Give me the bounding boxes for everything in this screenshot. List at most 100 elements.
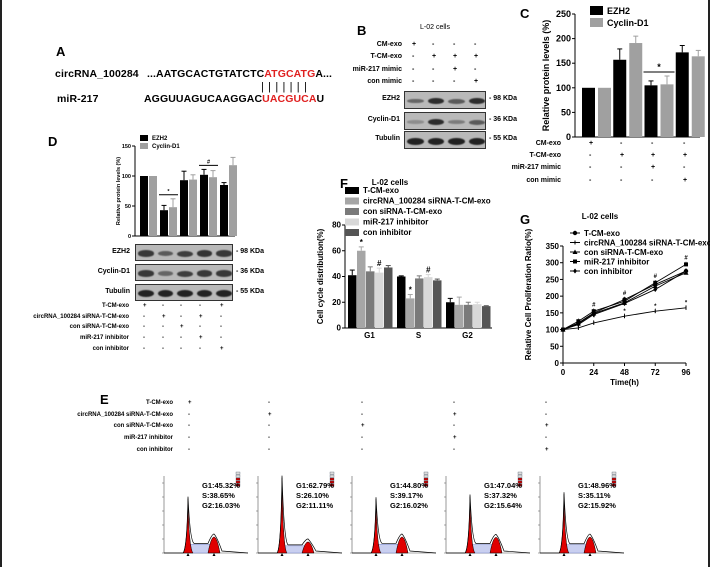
protein-band: [448, 98, 465, 104]
legend-swatch: [590, 6, 603, 15]
g1-percent: G1:47.04%: [484, 481, 522, 490]
panel-d-label: D: [48, 134, 58, 149]
condition-sign: +: [683, 176, 688, 184]
x-axis-label: Time(h): [610, 378, 639, 387]
histogram-legend-swatch: [329, 471, 335, 475]
y-tick-label: 20: [332, 298, 341, 307]
condition-sign: -: [412, 53, 415, 61]
condition-sign: -: [651, 140, 654, 147]
legend-label: con siRNA-T-CM-exo: [584, 248, 663, 257]
protein-band: [468, 119, 485, 125]
bar: [348, 275, 357, 328]
condition-sign: -: [199, 324, 201, 331]
condition-label: T-CM-exo: [102, 303, 129, 309]
condition-sign: +: [220, 303, 224, 309]
condition-sign: -: [453, 77, 456, 85]
condition-sign: -: [361, 446, 363, 453]
legend-swatch: [345, 218, 359, 226]
legend-marker: [572, 230, 578, 236]
bar: [464, 304, 473, 328]
bar: [629, 43, 643, 137]
protein-band: [138, 270, 154, 277]
bar: [169, 207, 177, 236]
y-tick-label: 100: [122, 174, 131, 180]
protein-band: [177, 290, 193, 297]
bar: [366, 271, 375, 328]
legend-label: circRNA_100284 siRNA-T-CM-exo: [584, 239, 710, 248]
condition-sign: +: [683, 152, 688, 160]
protein-band: [468, 137, 485, 145]
histogram-legend-swatch: [235, 480, 241, 484]
blot-image-cyclin-d1: [135, 264, 233, 281]
series-line: [562, 272, 687, 330]
flow-histogram: G1:48.96%S:35.11%G2:15.92%: [538, 471, 625, 556]
legend-marker: [573, 259, 577, 264]
bar: [446, 302, 455, 328]
y-tick-label: 50: [561, 107, 571, 117]
condition-label: T-CM-exo: [370, 53, 403, 61]
g1-percent: G1:62.79%: [296, 481, 334, 490]
blot-image-tubulin: [135, 284, 233, 301]
bar: [149, 176, 157, 236]
condition-sign: -: [268, 446, 270, 453]
mir-sequence: AGGUUAGUCAAGGACUACGUCAU: [144, 93, 324, 105]
g2-peak: [207, 536, 221, 554]
condition-sign: -: [545, 435, 547, 442]
series-line: [562, 270, 687, 330]
data-point: [684, 268, 688, 274]
histogram-outline: [446, 494, 531, 554]
condition-label: T-CM-exo: [146, 400, 173, 406]
bar: [691, 56, 705, 138]
s-percent: S:38.65%: [202, 491, 235, 500]
condition-label: CM-exo: [376, 41, 402, 48]
condition-sign: -: [220, 324, 222, 331]
legend-swatch: [345, 208, 359, 215]
x-tick-label: S: [416, 331, 422, 340]
condition-sign: -: [180, 345, 182, 352]
blot-image-tubulin: [404, 131, 486, 149]
condition-label: con inhibitor: [136, 446, 173, 453]
g2-peak: [301, 541, 315, 554]
s-percent: S:37.32%: [484, 491, 517, 500]
legend-label: EZH2: [607, 6, 630, 16]
circ-seq-prefix: ...AATGCACTGTATCTC: [147, 68, 265, 80]
panel-b-title: L-02 cells: [420, 24, 450, 31]
bar: [660, 84, 674, 137]
legend-label: con inhibitor: [363, 228, 411, 237]
g1-percent: G1:48.96%: [578, 481, 616, 490]
condition-sign: -: [143, 324, 145, 331]
base-pairing-lines: |||||||: [261, 81, 312, 93]
condition-sign: -: [620, 140, 623, 147]
molecular-weight-label: - 98 KDa: [489, 95, 518, 102]
condition-label: con inhibitor: [92, 345, 129, 352]
condition-sign: -: [453, 400, 455, 406]
bar: [220, 185, 228, 236]
blot-label: EZH2: [112, 247, 130, 255]
condition-sign: +: [474, 77, 479, 85]
histogram-legend-swatch: [235, 477, 241, 481]
panel-f-label: F: [340, 176, 348, 191]
y-tick-label: 150: [546, 309, 560, 318]
y-tick-label: 80: [332, 221, 341, 230]
histogram-legend-swatch: [329, 483, 335, 487]
y-axis-label: Cell cycle distribution(%): [316, 228, 325, 324]
y-tick-label: 100: [556, 83, 571, 93]
g2-marker: [212, 553, 216, 556]
significance-mark: *: [685, 301, 688, 307]
histogram-legend-swatch: [611, 471, 617, 475]
condition-sign: +: [545, 446, 549, 453]
legend-swatch: [345, 229, 359, 236]
condition-sign: +: [268, 411, 272, 418]
g2-percent: G2:15.64%: [484, 501, 522, 510]
y-tick-label: 350: [546, 242, 560, 251]
protein-band: [177, 270, 193, 277]
s-percent: S:39.17%: [390, 491, 423, 500]
data-point: [591, 312, 596, 318]
condition-label: con siRNA-T-CM-exo: [69, 324, 129, 331]
condition-sign: +: [453, 435, 457, 442]
blot-label: Cyclin-D1: [367, 116, 400, 123]
condition-sign: -: [589, 152, 592, 160]
